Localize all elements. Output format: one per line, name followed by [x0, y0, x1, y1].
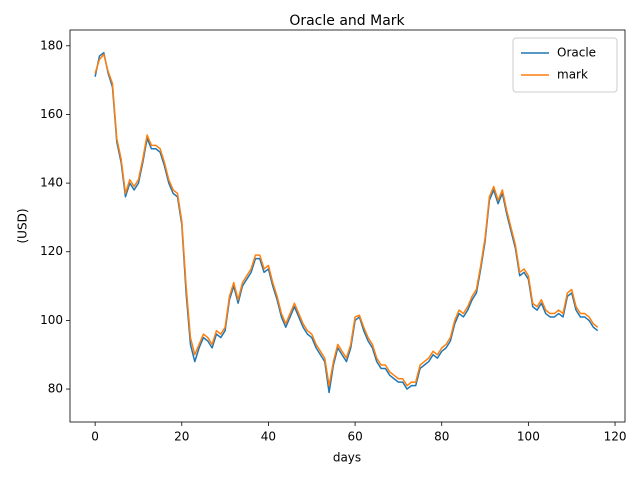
- y-tick-label: 80: [48, 382, 63, 396]
- x-tick-label: 80: [434, 430, 449, 444]
- x-tick-label: 40: [261, 430, 276, 444]
- legend-label: mark: [557, 68, 588, 82]
- y-tick-label: 140: [40, 176, 63, 190]
- legend-label: Oracle: [557, 46, 596, 60]
- x-tick-label: 20: [174, 430, 189, 444]
- y-tick-label: 180: [40, 38, 63, 52]
- y-tick-label: 120: [40, 244, 63, 258]
- x-tick-label: 120: [604, 430, 627, 444]
- y-tick-label: 160: [40, 107, 63, 121]
- x-tick-label: 60: [347, 430, 362, 444]
- x-tick-label: 100: [517, 430, 540, 444]
- series-line: [94, 53, 599, 387]
- y-tick-label: 100: [40, 313, 63, 327]
- plot-frame: [69, 29, 626, 423]
- x-axis-label: days: [333, 451, 361, 465]
- legend-box: [512, 37, 618, 93]
- chart-title: Oracle and Mark: [289, 13, 405, 29]
- x-tick-label: 0: [91, 430, 99, 444]
- y-axis-label: (USD): [16, 208, 30, 243]
